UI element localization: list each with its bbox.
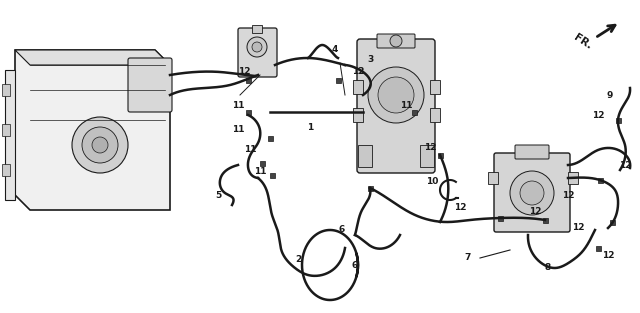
FancyBboxPatch shape [515,145,549,159]
Text: 12: 12 [424,143,436,152]
Text: 12: 12 [592,110,604,120]
Text: 12: 12 [572,223,584,233]
Text: 12: 12 [602,250,614,259]
Bar [353,80,363,94]
Text: FR.: FR. [572,33,594,51]
Text: 12: 12 [237,68,250,76]
Bar [595,245,600,250]
Bar [598,177,602,182]
Circle shape [378,77,414,113]
Text: 9: 9 [607,90,613,100]
Text: 11: 11 [232,100,244,110]
Text: 11: 11 [253,167,266,177]
Circle shape [247,37,267,57]
Bar [543,218,547,223]
Text: 8: 8 [545,264,551,273]
Polygon shape [15,50,170,65]
Bar [358,145,372,167]
Bar [353,108,363,122]
Text: 6: 6 [339,225,345,234]
FancyBboxPatch shape [377,34,415,48]
Text: 7: 7 [465,254,471,263]
Bar [616,117,621,122]
FancyBboxPatch shape [238,28,277,77]
Text: 12: 12 [619,161,631,170]
Text: 11: 11 [244,146,256,155]
Text: 3: 3 [367,55,373,64]
Bar [269,172,275,177]
Text: 12: 12 [454,203,467,213]
Polygon shape [15,50,170,210]
Bar [246,78,250,83]
Text: 12: 12 [562,191,574,199]
FancyBboxPatch shape [128,58,172,112]
Bar [2,124,10,136]
Text: 12: 12 [529,208,541,217]
Text: 2: 2 [295,255,301,264]
Circle shape [82,127,118,163]
FancyBboxPatch shape [357,39,435,173]
Bar [252,25,262,33]
Text: 10: 10 [426,177,438,187]
Bar [420,145,434,167]
Bar [430,108,440,122]
Circle shape [390,35,402,47]
Bar [438,152,442,157]
FancyBboxPatch shape [494,153,570,232]
Circle shape [252,42,262,52]
Bar [2,84,10,96]
Bar [268,136,273,141]
Bar [259,161,264,166]
Bar [412,110,417,115]
Text: 1: 1 [307,124,313,132]
Bar [609,219,614,224]
Polygon shape [5,70,15,200]
Text: 11: 11 [400,100,412,110]
Bar [568,172,578,184]
Bar [335,78,340,83]
Bar [367,186,372,191]
Text: 4: 4 [332,45,338,54]
Circle shape [520,181,544,205]
Circle shape [368,67,424,123]
Bar [2,164,10,176]
Text: 6: 6 [352,260,358,269]
Circle shape [92,137,108,153]
Bar [430,80,440,94]
Text: 12: 12 [352,68,364,76]
Bar [246,110,250,115]
Bar [497,215,502,220]
Text: 11: 11 [232,126,244,135]
Text: 5: 5 [215,191,221,199]
Circle shape [510,171,554,215]
Bar [488,172,498,184]
Circle shape [72,117,128,173]
